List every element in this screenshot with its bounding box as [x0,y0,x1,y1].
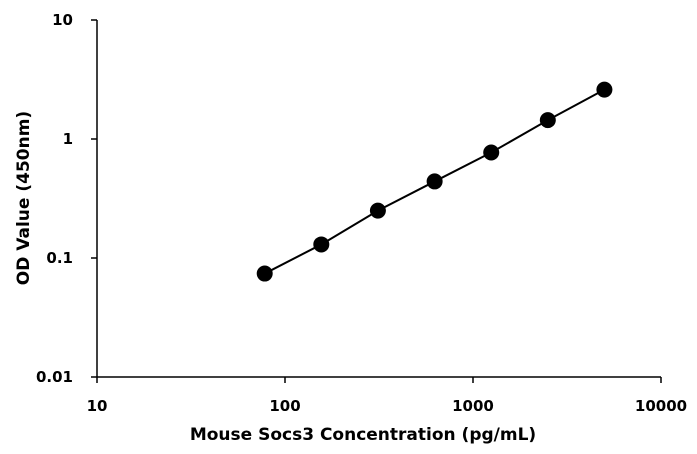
y-tick-label: 0.1 [46,249,73,267]
data-point [596,81,613,98]
y-ticks: 0.01 0.1 1 10 [36,11,97,386]
axes [96,20,661,378]
data-point [313,236,330,253]
data-point [539,112,556,129]
y-tick-label: 1 [63,130,73,148]
x-axis-label: Mouse Socs3 Concentration (pg/mL) [190,425,536,445]
x-tick-label: 100 [269,397,300,415]
data-point [256,265,273,282]
x-tick-label: 1000 [452,397,494,415]
y-tick-label: 10 [52,11,73,29]
data-point [483,144,500,161]
data-point [369,202,386,219]
x-ticks: 10 100 1000 10000 [87,377,687,415]
x-tick-label: 10000 [635,397,687,415]
data-point [426,173,443,190]
y-axis-label: OD Value (450nm) [14,111,34,285]
x-tick-label: 10 [87,397,108,415]
series-layer [256,81,613,282]
y-tick-label: 0.01 [36,368,73,386]
